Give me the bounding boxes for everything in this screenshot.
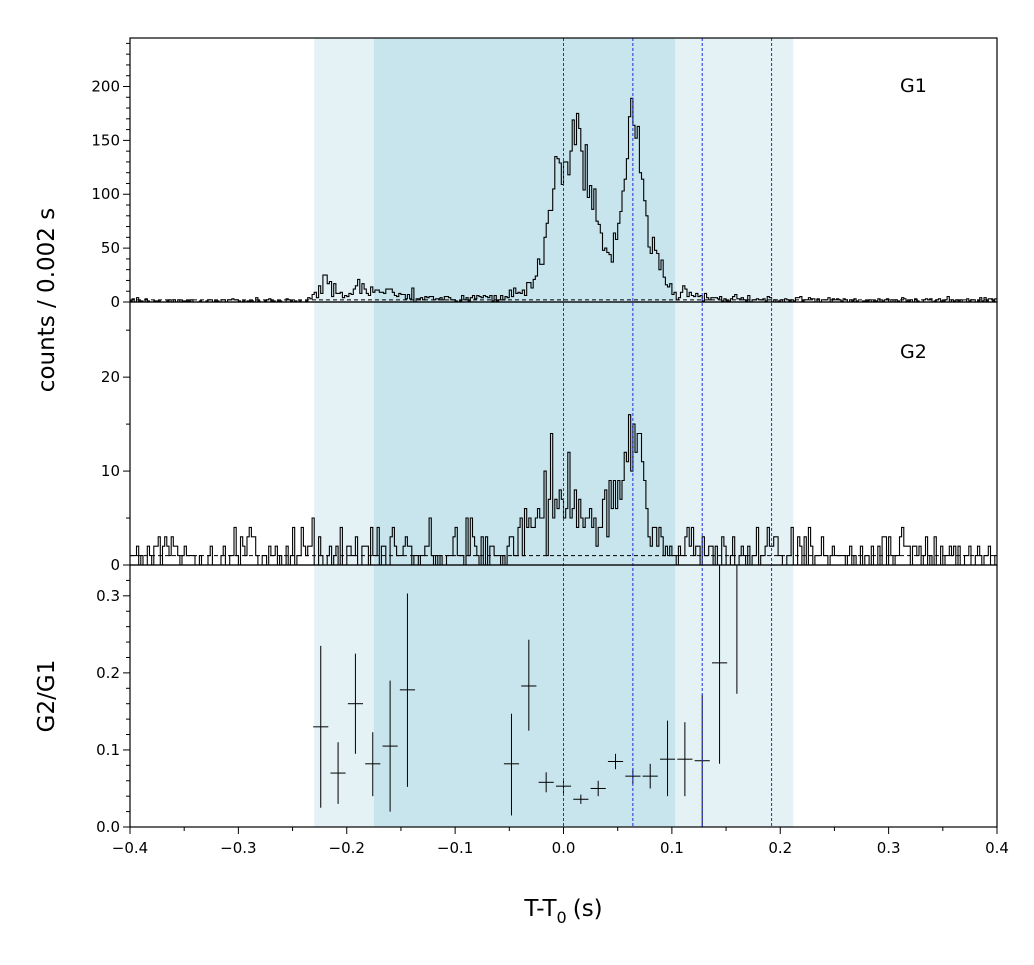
shade-inner-interval bbox=[373, 38, 676, 827]
g2-ytick-label-0: 0 bbox=[110, 556, 120, 574]
xtick-label-2: −0.2 bbox=[329, 839, 365, 857]
x-axis-title-main: T-T bbox=[523, 896, 557, 922]
ratio-point-15 bbox=[659, 720, 676, 797]
ratio-point-10 bbox=[573, 794, 589, 804]
ratio-ytick-label-1: 0.1 bbox=[96, 741, 120, 759]
ratio-point-3 bbox=[365, 732, 381, 797]
y-axis-title-ratio: G2/G1 bbox=[34, 660, 60, 733]
g1-ytick-label-3: 150 bbox=[91, 131, 120, 149]
ratio-point-16 bbox=[677, 722, 693, 797]
g2-ytick-label-2: 20 bbox=[101, 368, 120, 386]
ratio-point-18 bbox=[711, 565, 728, 764]
xtick-label-7: 0.3 bbox=[877, 839, 901, 857]
ratio-point-12 bbox=[607, 753, 624, 770]
g2-ytick-label-1: 10 bbox=[101, 462, 120, 480]
g1-ytick-label-0: 0 bbox=[110, 293, 120, 311]
xtick-label-6: 0.2 bbox=[768, 839, 792, 857]
xtick-label-3: −0.1 bbox=[437, 839, 473, 857]
ratio-point-7 bbox=[521, 639, 537, 731]
panel-label-g2: G2 bbox=[900, 341, 927, 363]
light-curve-g1 bbox=[130, 97, 997, 302]
ratio-point-14 bbox=[642, 763, 658, 789]
ratio-point-2 bbox=[347, 653, 364, 754]
ratio-point-1 bbox=[330, 742, 346, 804]
ratio-point-13 bbox=[625, 768, 641, 784]
ratio-point-0 bbox=[313, 645, 329, 808]
vertical-markers bbox=[563, 38, 773, 827]
x-axis-title-unit: (s) bbox=[573, 896, 603, 922]
ratio-point-5 bbox=[399, 593, 416, 787]
panel-label-g1: G1 bbox=[900, 75, 927, 97]
light-curve-g2 bbox=[130, 414, 997, 565]
x-axis-title-subscript: 0 bbox=[557, 908, 567, 927]
axes-layer: 0 50 100 150 200 0 10 20 0.0 0.1 0.2 0.3 −0.4 −0.3 −0.… bbox=[91, 37, 1009, 857]
xtick-label-8: 0.4 bbox=[985, 839, 1009, 857]
g1-ytick-label-2: 100 bbox=[91, 185, 120, 203]
x-axis-title: T-T0 (s) bbox=[523, 896, 602, 927]
ratio-point-19 bbox=[729, 565, 745, 694]
ratio-point-6 bbox=[503, 713, 520, 816]
g1-ytick-label-4: 200 bbox=[91, 77, 120, 95]
shaded-intervals bbox=[314, 38, 794, 827]
ratio-ytick-label-2: 0.2 bbox=[96, 664, 120, 682]
ratio-point-4 bbox=[382, 680, 398, 812]
y-axis-title-counts: counts / 0.002 s bbox=[34, 208, 60, 392]
ratio-ytick-label-3: 0.3 bbox=[96, 587, 120, 605]
g1-ytick-label-1: 50 bbox=[101, 239, 120, 257]
ratio-point-8 bbox=[538, 772, 554, 793]
ratio-ytick-label-0: 0.0 bbox=[96, 818, 120, 836]
xtick-label-1: −0.3 bbox=[220, 839, 256, 857]
ratio-point-11 bbox=[590, 780, 606, 797]
xtick-label-0: −0.4 bbox=[112, 839, 148, 857]
xtick-label-4: 0.0 bbox=[552, 839, 576, 857]
xtick-label-5: 0.1 bbox=[660, 839, 684, 857]
text-layer: G1 G2 counts / 0.002 s G2/G1 T-T0 (s) bbox=[34, 75, 927, 927]
